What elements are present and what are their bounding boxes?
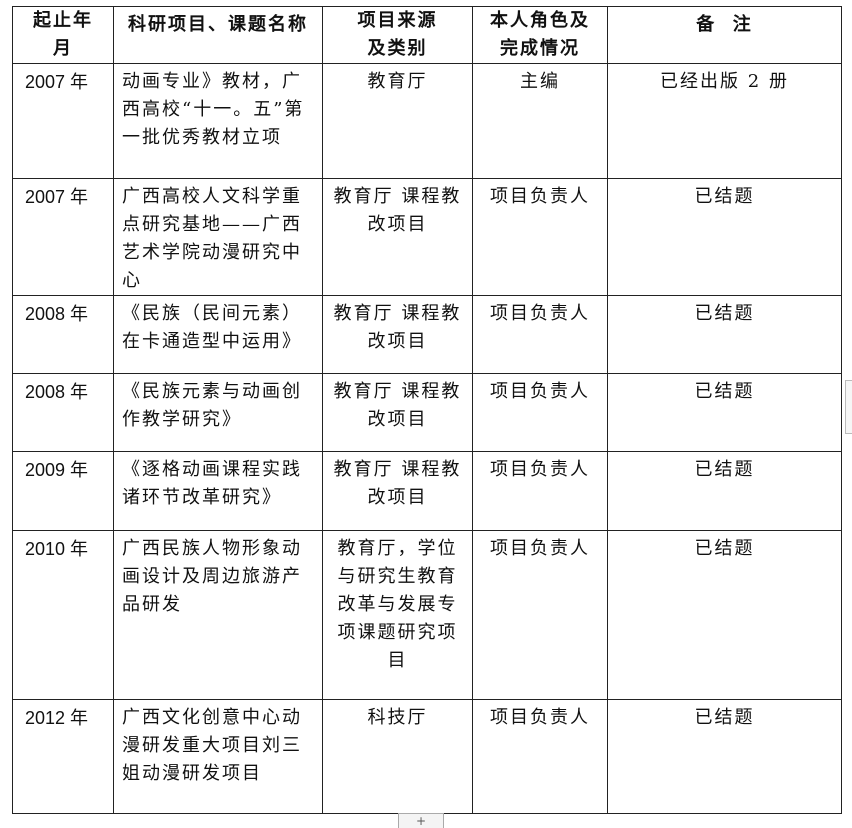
table-row: 2008 年《民族元素与动画创作教学研究》 教育厅 课程教改项目 项目负责人 已结题 — [12, 373, 842, 452]
cell-role: 项目负责人 — [472, 530, 608, 700]
cell-source: 教育厅 课程教改项目 — [322, 178, 473, 296]
header-role: 本人角色及完成情况 — [472, 6, 608, 64]
cell-source: 教育厅 课程教改项目 — [322, 451, 473, 531]
cell-source: 教育厅 — [322, 63, 473, 179]
cell-year: 2007 年 — [12, 178, 114, 296]
cell-year: 2010 年 — [12, 530, 114, 700]
add-row-button[interactable]: + — [398, 813, 444, 828]
cell-project-name: 广西高校人文科学重点研究基地——广西艺术学院动漫研究中心 — [113, 178, 323, 296]
header-row: 起止年月 科研项目、课题名称 项目来源及类别 本人角色及完成情况 备 注 — [12, 6, 842, 64]
cell-year: 2007 年 — [12, 63, 114, 179]
cell-note: 已经出版 2 册 — [607, 63, 842, 179]
cell-note: 已结题 — [607, 295, 842, 374]
cell-year: 2009 年 — [12, 451, 114, 531]
cell-note: 已结题 — [607, 178, 842, 296]
cell-role: 项目负责人 — [472, 178, 608, 296]
table-row: 2012 年广西文化创意中心动漫研发重大项目刘三姐动漫研发项目 科技厅 项目负责人已… — [12, 699, 842, 814]
table-row: 2007 年动画专业》教材，广西高校“十一。五”第一批优秀教材立项 教育厅 主编 已经… — [12, 63, 842, 179]
cell-note: 已结题 — [607, 373, 842, 452]
cell-role: 项目负责人 — [472, 451, 608, 531]
cell-note: 已结题 — [607, 699, 842, 814]
cell-year: 2008 年 — [12, 373, 114, 452]
cell-role: 项目负责人 — [472, 295, 608, 374]
table-row: 2007 年广西高校人文科学重点研究基地——广西艺术学院动漫研究中心 教育厅 课程… — [12, 178, 842, 296]
cell-role: 项目负责人 — [472, 699, 608, 814]
cell-project-name: 广西文化创意中心动漫研发重大项目刘三姐动漫研发项目 — [113, 699, 323, 814]
cell-project-name: 动画专业》教材，广西高校“十一。五”第一批优秀教材立项 — [113, 63, 323, 179]
cell-role: 项目负责人 — [472, 373, 608, 452]
cell-year: 2012 年 — [12, 699, 114, 814]
header-source: 项目来源及类别 — [322, 6, 473, 64]
scroll-handle[interactable] — [845, 380, 852, 434]
header-date: 起止年月 — [12, 6, 114, 64]
header-note: 备 注 — [607, 6, 842, 64]
cell-project-name: 《民族元素与动画创作教学研究》 — [113, 373, 323, 452]
cell-note: 已结题 — [607, 451, 842, 531]
table-row: 2008 年《民族（民间元素）在卡通造型中运用》 教育厅 课程教改项目 项目负责人已… — [12, 295, 842, 374]
cell-year: 2008 年 — [12, 295, 114, 374]
cell-source: 教育厅 课程教改项目 — [322, 373, 473, 452]
cell-project-name: 《逐格动画课程实践诸环节改革研究》 — [113, 451, 323, 531]
cell-source: 科技厅 — [322, 699, 473, 814]
header-project: 科研项目、课题名称 — [113, 6, 323, 64]
table-row: 2009 年《逐格动画课程实践诸环节改革研究》 教育厅 课程教改项目 项目负责人 已结… — [12, 451, 842, 531]
cell-project-name: 广西民族人物形象动画设计及周边旅游产品研发 — [113, 530, 323, 700]
cell-source: 教育厅，学位与研究生教育改革与发展专项课题研究项目 — [322, 530, 473, 700]
cell-project-name: 《民族（民间元素）在卡通造型中运用》 — [113, 295, 323, 374]
table-row: 2010 年广西民族人物形象动画设计及周边旅游产品研发 教育厅，学位与研究生教育改… — [12, 530, 842, 700]
cell-note: 已结题 — [607, 530, 842, 700]
cell-source: 教育厅 课程教改项目 — [322, 295, 473, 374]
research-projects-table: 起止年月 科研项目、课题名称 项目来源及类别 本人角色及完成情况 备 注 200… — [12, 6, 842, 814]
cell-role: 主编 — [472, 63, 608, 179]
